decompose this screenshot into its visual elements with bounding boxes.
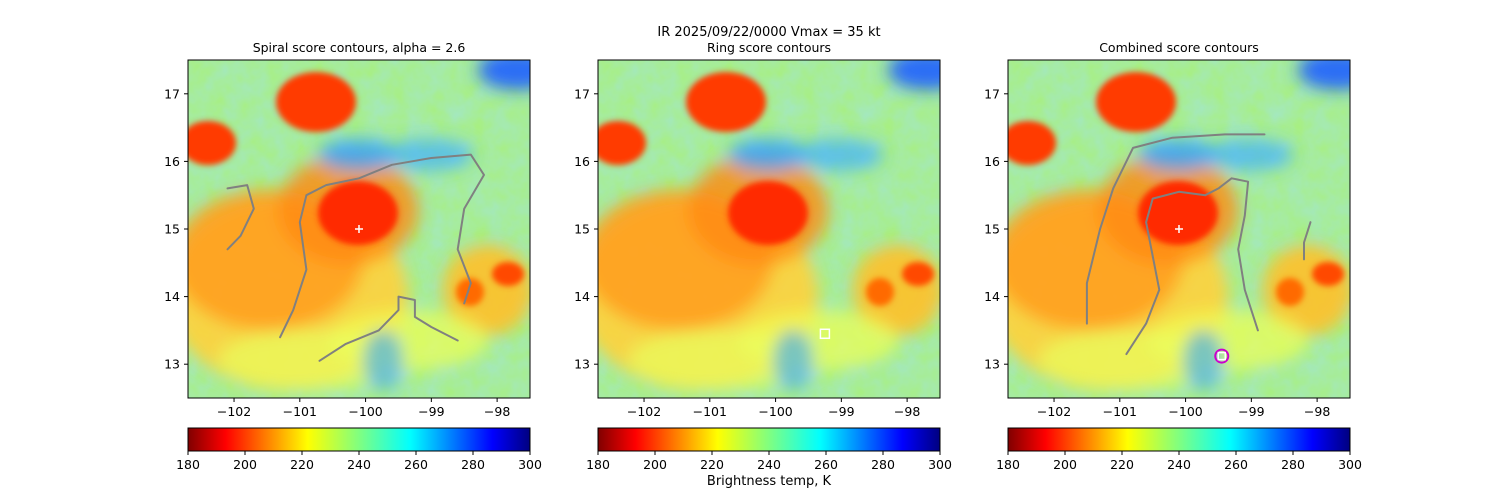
x-axis-spiral: −102 −101 −100 −99 −98 [217,398,510,419]
y-tick-label: 16 [574,154,590,169]
y-tick-label: 15 [164,222,180,237]
figure-suptitle: IR 2025/09/22/0000 Vmax = 35 kt [657,25,880,40]
colorbar-tick-label: 300 [928,457,952,472]
y-tick-label: 17 [984,86,1000,101]
y-axis-spiral: 13 14 15 16 17 [164,86,188,372]
x-tick-label: −101 [693,404,727,419]
marker-layer-combined [1175,225,1230,364]
colorbar-ticks-combined: 180 200 220 240 260 280 300 [996,451,1362,472]
x-tick-label: −99 [828,404,854,419]
contour-layer-spiral [226,153,485,362]
contour-line [1085,133,1266,325]
y-tick-label: 17 [164,86,180,101]
colorbar-tick-label: 240 [1167,457,1191,472]
heatmap-image-ring [578,50,968,398]
x-tick-label: −99 [418,404,444,419]
x-tick-label: −99 [1238,404,1264,419]
colorbar-tick-label: 280 [871,457,895,472]
colorbar-tick-label: 240 [757,457,781,472]
panel-title-spiral: Spiral score contours, alpha = 2.6 [253,40,466,55]
colorbar-tick-label: 200 [643,457,667,472]
colorbar-tick-label: 200 [1053,457,1077,472]
x-tick-label: −100 [758,404,792,419]
x-tick-label: −100 [348,404,382,419]
x-tick-label: −98 [484,404,510,419]
colorbar-tick-label: 220 [290,457,314,472]
colorbar-tick-label: 300 [1338,457,1362,472]
x-axis-ring: −102 −101 −100 −99 −98 [627,398,920,419]
y-tick-label: 14 [984,289,1000,304]
center-cross-marker [1175,225,1183,233]
colorbar-ticks-spiral: 180 200 220 240 260 280 300 [176,451,542,472]
colorbar-tick-label: 180 [176,457,200,472]
y-tick-label: 13 [984,357,1000,372]
colorbar-tick-label: 220 [1110,457,1134,472]
x-tick-label: −102 [627,404,661,419]
y-tick-label: 14 [164,289,180,304]
y-tick-label: 15 [574,222,590,237]
x-tick-label: −101 [1103,404,1137,419]
contour-line [226,184,255,251]
colorbar-tick-label: 300 [518,457,542,472]
x-tick-label: −98 [1304,404,1330,419]
panel-spiral: Spiral score contours, alpha = 2.6 −102−… [164,40,558,472]
contour-line [1303,221,1312,261]
colorbar-tick-label: 260 [1224,457,1248,472]
colorbar-tick-label: 240 [347,457,371,472]
colorbar-tick-label: 280 [1281,457,1305,472]
x-tick-label: −102 [217,404,251,419]
colorbar-ring: 180 200 220 240 260 280 300 [586,427,952,472]
center-cross-marker [355,225,363,233]
y-axis-ring: 13 14 15 16 17 [574,86,598,372]
x-tick-label: −100 [1168,404,1202,419]
panel-combined: Combined score contours −102 −101 −100 −99−… [984,40,1378,472]
panel-title-ring: Ring score contours [707,40,831,55]
contour-line [318,295,459,362]
colorbar-tick-label: 180 [996,457,1020,472]
colorbar-tick-label: 260 [814,457,838,472]
heatmap-image-spiral [168,50,558,398]
colorbar-label: Brightness temp, K [707,474,832,489]
colorbar-tick-label: 220 [700,457,724,472]
colorbar-gradient-spiral [187,427,531,452]
square-marker [1217,351,1226,361]
x-tick-label: −101 [283,404,317,419]
colorbar-combined: 180 200 220 240 260 280 300 [996,427,1362,472]
y-axis-combined: 13 14 15 16 17 [984,86,1008,372]
square-marker [819,328,831,340]
y-tick-label: 16 [164,154,180,169]
y-tick-label: 13 [164,357,180,372]
panel-ring: Ring score contours −102 −101 −100 −99 −98 1… [574,40,968,489]
marker-layer-spiral [355,225,363,233]
colorbar-gradient-ring [597,427,941,452]
colorbar-tick-label: 280 [461,457,485,472]
colorbar-ticks-ring: 180 200 220 240 260 280 300 [586,451,952,472]
panel-title-combined: Combined score contours [1099,40,1259,55]
y-tick-label: 17 [574,86,590,101]
y-tick-label: 16 [984,154,1000,169]
marker-layer-ring [819,328,831,340]
y-tick-label: 15 [984,222,1000,237]
y-tick-label: 14 [574,289,590,304]
contour-layer-combined [1085,133,1312,356]
circle-marker [1214,348,1230,364]
colorbar-tick-label: 260 [404,457,428,472]
y-tick-label: 13 [574,357,590,372]
x-tick-label: −98 [894,404,920,419]
x-tick-label: −102 [1037,404,1071,419]
colorbar-gradient-combined [1007,427,1351,452]
colorbar-tick-label: 180 [586,457,610,472]
colorbar-tick-label: 200 [233,457,257,472]
heatmap-image-combined [988,50,1378,398]
colorbar-spiral: 180 200 220 240 260 280 300 [176,427,542,472]
x-axis-combined: −102 −101 −100 −99 −98 [1037,398,1330,419]
contour-line [1125,177,1259,356]
contour-line [279,153,485,339]
